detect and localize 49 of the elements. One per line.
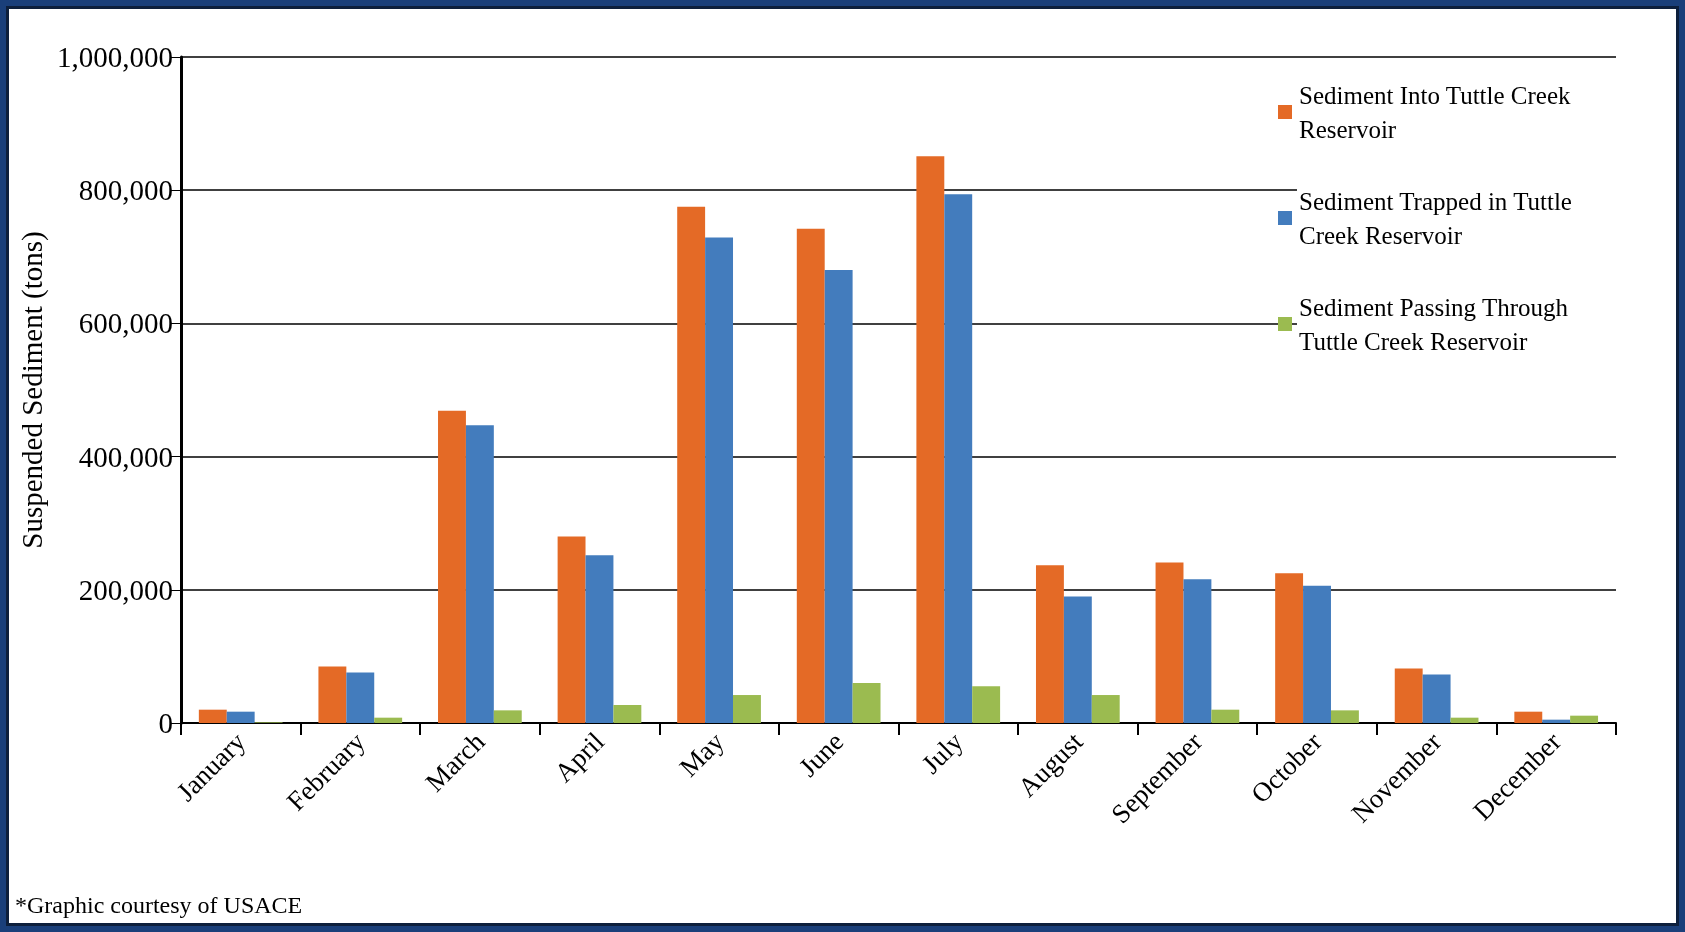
bar: [1063, 596, 1092, 723]
bar: [733, 695, 761, 723]
bar: [1183, 579, 1212, 723]
bar: [1394, 668, 1423, 723]
bar: [318, 666, 347, 723]
legend-label: Sediment Into Tuttle Creek Reservoir: [1299, 81, 1577, 143]
bar: [493, 710, 522, 723]
bar: [374, 717, 403, 723]
y-tick-label: 0: [158, 707, 173, 739]
text: *Graphic courtesy of USACE: [15, 892, 303, 919]
bar: [465, 425, 494, 723]
bar: [1035, 565, 1064, 723]
bar: [944, 194, 973, 723]
bar: [346, 672, 375, 723]
bar: [1330, 710, 1359, 723]
bar: [916, 156, 945, 723]
bar: [1422, 674, 1451, 723]
legend-label: Sediment Trapped in Tuttle Creek Reservoir: [1299, 187, 1579, 249]
bar: [824, 270, 853, 723]
bar: [705, 237, 734, 723]
bar: [198, 709, 227, 723]
bar: [796, 228, 825, 723]
y-tick-label: 200,000: [78, 573, 173, 606]
y-tick-label: 800,000: [78, 174, 173, 207]
bar: [677, 206, 706, 723]
bar: [226, 711, 255, 723]
x-tick-label: May: [673, 726, 731, 783]
bar: [1542, 719, 1571, 723]
bar: [1211, 709, 1240, 723]
y-axis-title: Suspended Sediment (tons): [15, 231, 49, 549]
bar: [438, 410, 466, 723]
bar: [613, 705, 642, 723]
y-tick-label: 1,000,000: [56, 41, 173, 73]
bar: [1091, 695, 1120, 723]
y-tick-label: 400,000: [78, 440, 173, 473]
bar: [1275, 573, 1304, 723]
x-tick-label: June: [793, 726, 850, 783]
bar: [1514, 711, 1543, 723]
bar: [1450, 717, 1479, 723]
bar: [972, 686, 1001, 723]
y-tick-label: 600,000: [78, 307, 173, 340]
bar: [1570, 715, 1599, 723]
bar: [557, 536, 586, 723]
legend-label: Sediment Passing Through Tuttle Creek Reservoir: [1299, 293, 1575, 355]
bar: [1303, 585, 1331, 723]
bar: [1155, 562, 1184, 723]
bar: [852, 683, 881, 723]
x-tick-label: July: [915, 726, 970, 780]
bar: [585, 555, 614, 723]
